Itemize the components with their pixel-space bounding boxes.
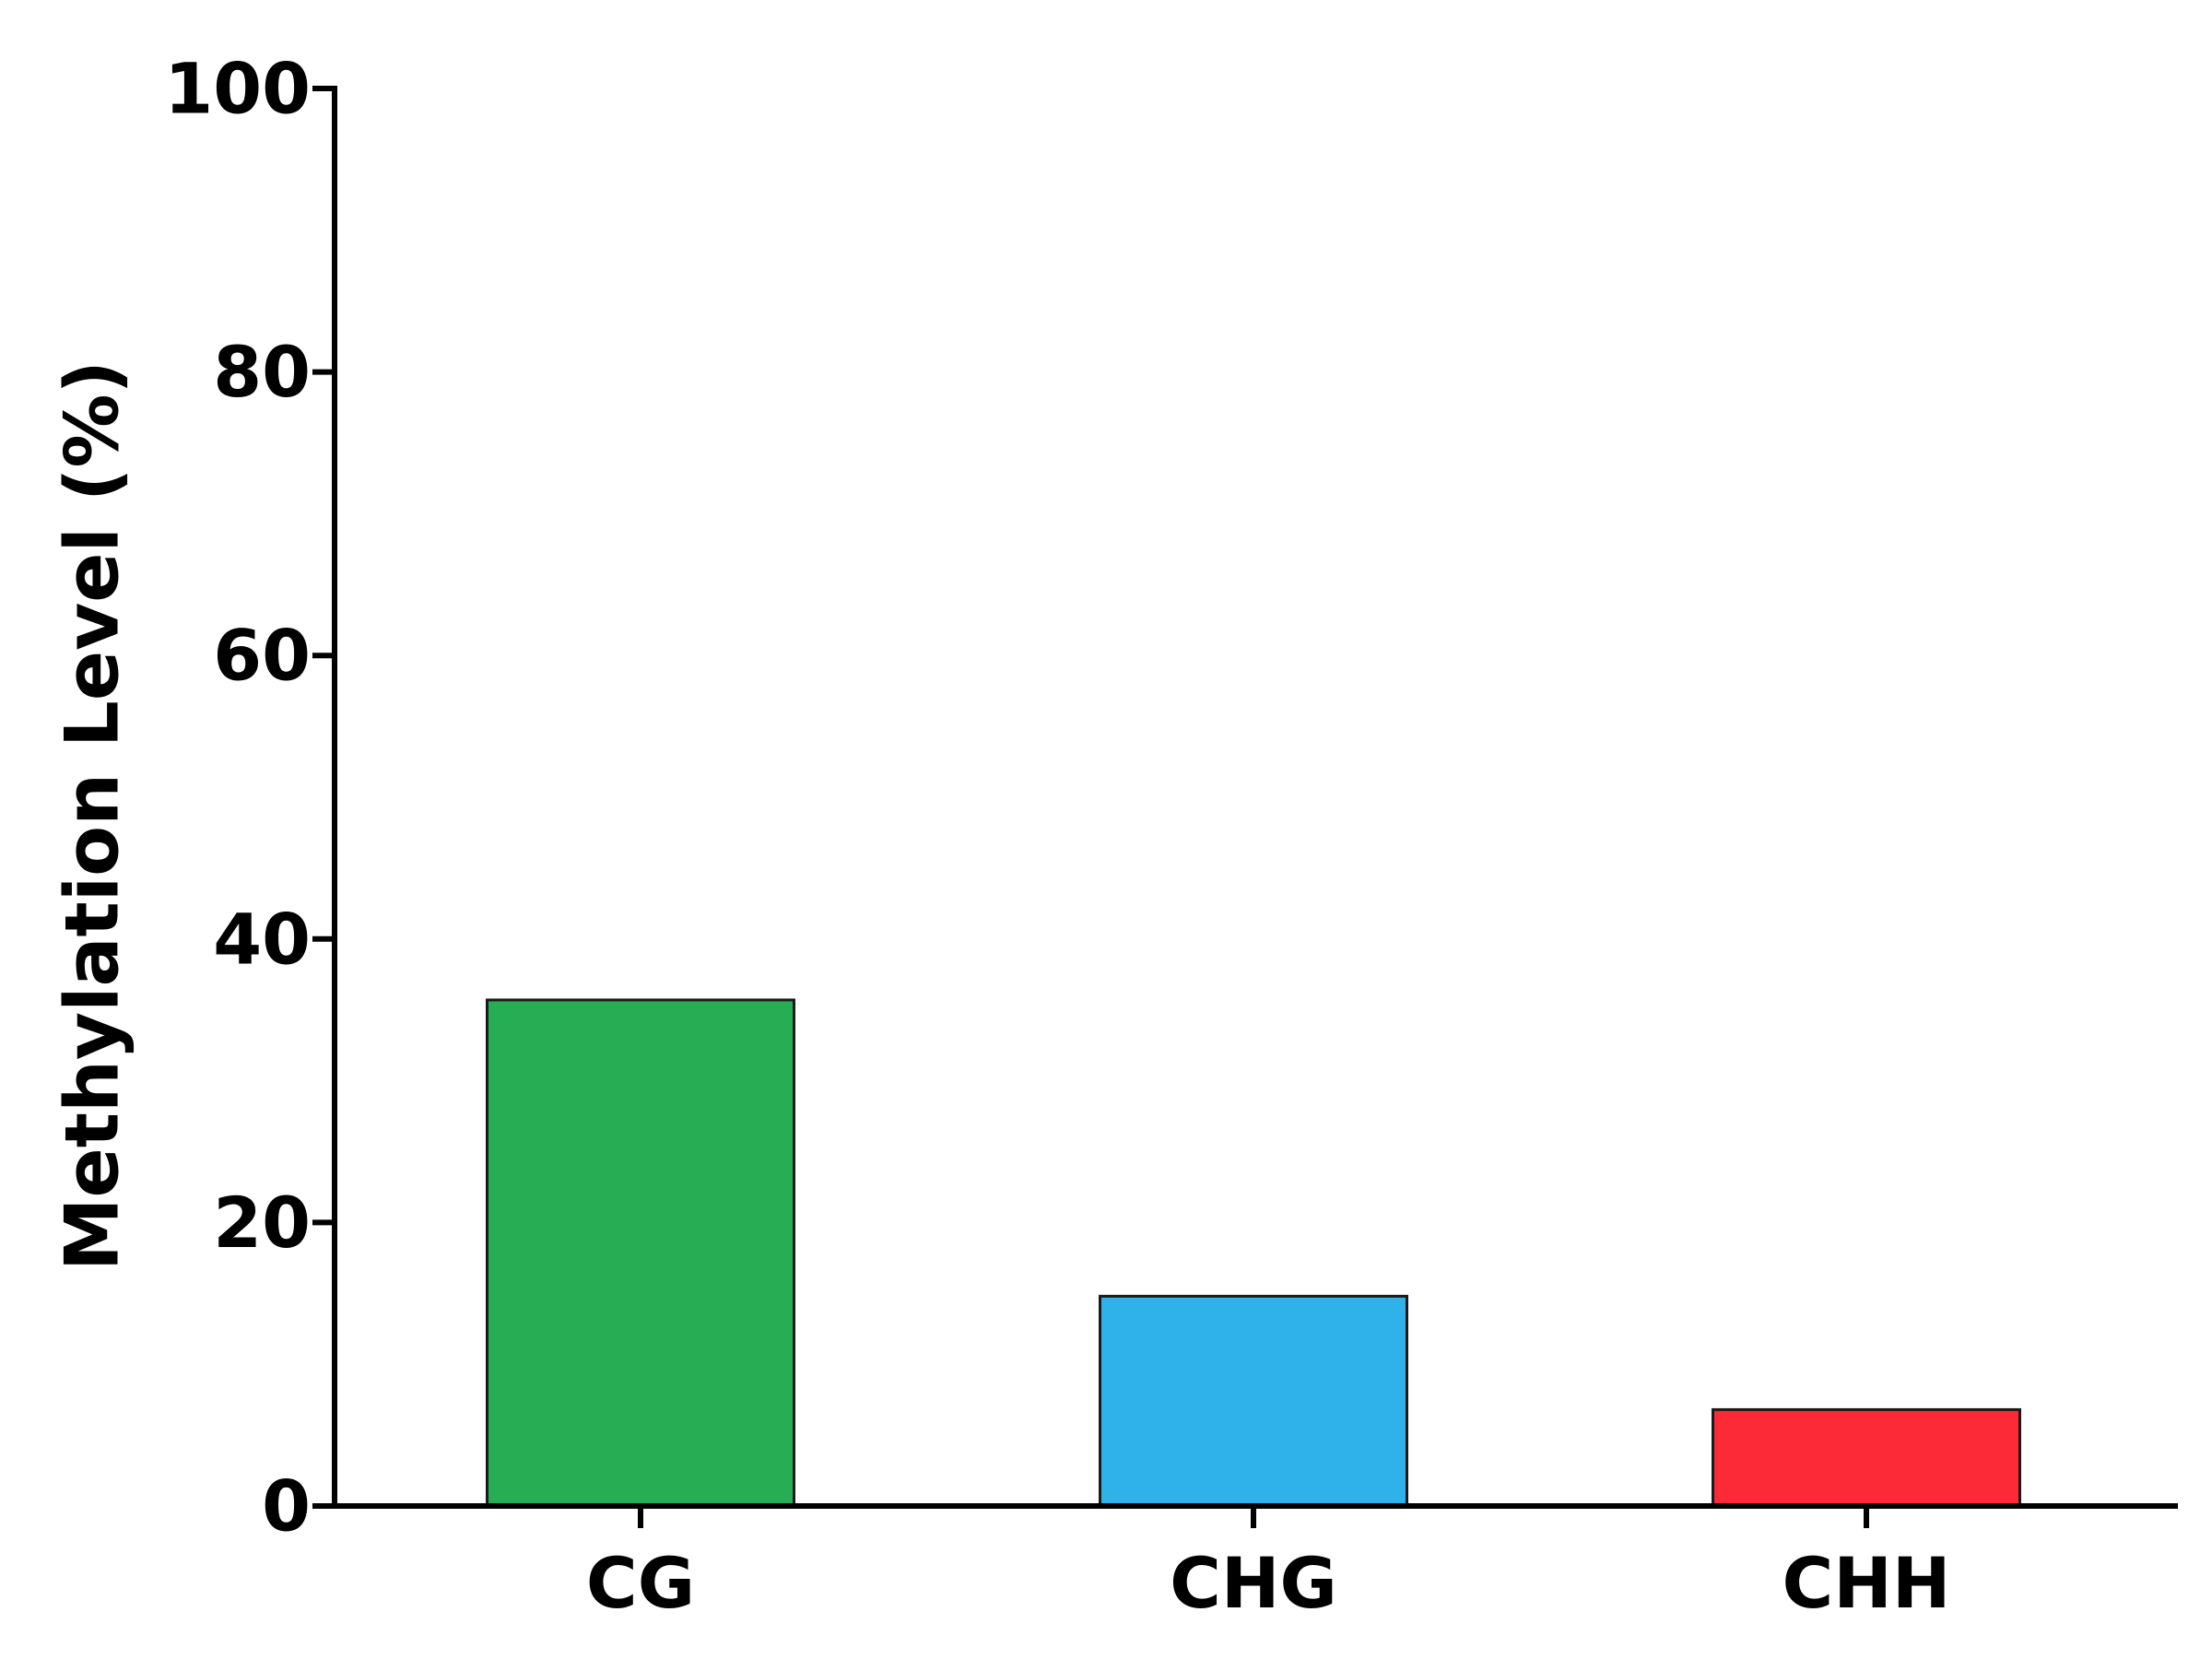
x-tick-label: CG: [586, 1542, 695, 1624]
y-tick-label: 0: [262, 1465, 311, 1547]
bar-chh: [1712, 1407, 2021, 1508]
y-tick-label: 20: [213, 1182, 311, 1264]
y-tick-label: 40: [213, 898, 311, 980]
x-axis-ticks: CG CHG CHH: [586, 1506, 1951, 1624]
y-tick-label: 100: [164, 48, 311, 130]
bar-chg: [1099, 1294, 1408, 1508]
y-tick-label: 80: [213, 331, 311, 413]
bars-group: [486, 998, 2021, 1508]
x-tick-label: CHH: [1783, 1542, 1951, 1624]
y-tick-label: 60: [213, 615, 311, 697]
bar-cg: [486, 998, 795, 1508]
y-axis-title: Methylation Level (%): [50, 360, 135, 1271]
y-axis-ticks: 0 20 40 60 80 100: [164, 48, 335, 1547]
x-tick-label: CHG: [1170, 1542, 1337, 1624]
